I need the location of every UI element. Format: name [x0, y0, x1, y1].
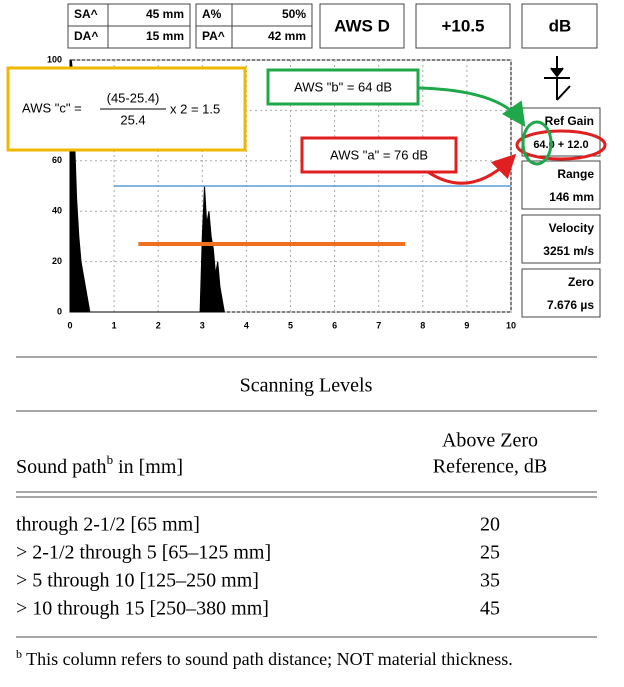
y-tick-label: 40 [52, 206, 62, 216]
y-tick-label: 0 [57, 306, 62, 316]
y-tick-label: 100 [47, 54, 62, 64]
mode: AWS D [334, 16, 390, 35]
row-value: 20 [480, 514, 500, 536]
x-tick-label: 7 [376, 320, 381, 330]
x-tick-label: 2 [156, 320, 161, 330]
formula-denominator: 25.4 [120, 112, 145, 127]
row-value: 45 [480, 598, 500, 620]
panel-box [521, 268, 601, 318]
header-text: Sound path [16, 456, 107, 478]
row-label: > 2-1/2 through 5 [65–125 mm] [16, 542, 271, 564]
footnote-mark: b [16, 647, 22, 661]
readout-label: PA^ [202, 29, 225, 43]
readout-label: SA^ [74, 7, 98, 21]
gain-box [415, 3, 511, 49]
arrow-a [427, 153, 517, 185]
highlight-a [515, 129, 607, 161]
x-tick-label: 1 [112, 320, 117, 330]
x-tick-label: 10 [506, 320, 516, 330]
panel-label: Zero [568, 275, 594, 289]
header-cell: Sound pathb in [mm] [16, 452, 183, 478]
gain-unit: dB [549, 16, 572, 35]
x-tick-label: 5 [288, 320, 293, 330]
header-sup: b [107, 452, 114, 467]
formula-numerator: (45-25.4) [107, 90, 160, 105]
mode-box [319, 3, 405, 49]
row-value: 35 [480, 570, 500, 592]
x-tick-label: 6 [332, 320, 337, 330]
readout-value: 15 mm [146, 29, 184, 43]
unit-box [521, 3, 598, 49]
header-cell: Above Zero [442, 430, 538, 452]
x-tick-label: 0 [67, 320, 72, 330]
panel-value: 3251 m/s [543, 244, 594, 258]
header-text: in [mm] [113, 456, 183, 478]
panel-box [521, 214, 601, 264]
row-label: > 5 through 10 [125–250 mm] [16, 570, 259, 592]
table-body: through 2-1/2 [65 mm] 20 > 2-1/2 through 5… [16, 514, 500, 620]
readout-label: DA^ [74, 29, 98, 43]
footnote-text: This column refers to sound path distanc… [22, 649, 513, 669]
x-tick-label: 8 [420, 320, 425, 330]
panel-box [521, 160, 601, 210]
readout-label: A% [202, 7, 222, 21]
annotations: AWS "c" = (45-25.4) 25.4 x 2 = 1.5 AWS "… [6, 66, 607, 185]
y-tick-label: 60 [52, 155, 62, 165]
formula-label: AWS "c" = [22, 100, 82, 115]
probe-icon [544, 56, 571, 101]
footnote: b This column refers to sound path dista… [16, 647, 513, 669]
readout-value: 50% [282, 7, 306, 21]
panel-label: Ref Gain [545, 114, 594, 128]
x-tick-label: 4 [244, 320, 249, 330]
callout-c [6, 66, 247, 152]
arrow-b [417, 86, 526, 127]
row-value: 25 [480, 542, 500, 564]
panel-value: 64.0 + 12.0 [533, 139, 588, 151]
x-tick-label: 9 [464, 320, 469, 330]
table-title: Scanning Levels [240, 375, 373, 397]
row-label: through 2-1/2 [65 mm] [16, 514, 200, 536]
readout-value: 42 mm [268, 29, 306, 43]
formula-result: x 2 = 1.5 [170, 101, 220, 116]
gain-delta: +10.5 [441, 16, 484, 35]
callout-b [266, 68, 420, 106]
panel-label: Velocity [549, 221, 595, 235]
callout-b-text: AWS "b" = 64 dB [294, 79, 392, 94]
panel-label: Range [557, 167, 594, 181]
x-tick-label: 3 [200, 320, 205, 330]
readout-value: 45 mm [146, 7, 184, 21]
row-label: > 10 through 15 [250–380 mm] [16, 598, 269, 620]
y-tick-label: 20 [52, 256, 62, 266]
panel-value: 146 mm [549, 190, 594, 204]
highlight-b [521, 120, 553, 166]
callout-a [300, 136, 458, 174]
header-cell: Reference, dB [433, 456, 547, 478]
callout-a-text: AWS "a" = 76 dB [330, 147, 428, 162]
panel-value: 7.676 µs [547, 298, 594, 312]
